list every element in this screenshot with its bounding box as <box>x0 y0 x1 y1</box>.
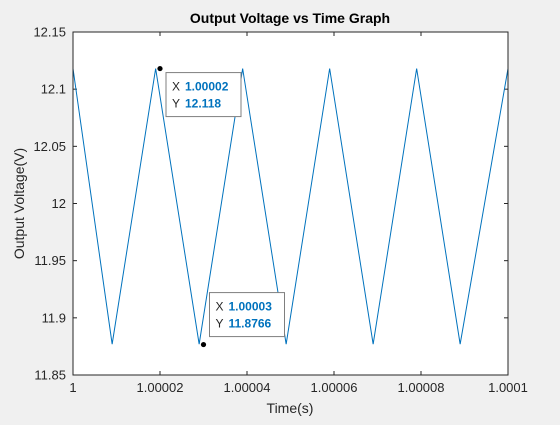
datatip-x-label: X <box>216 300 224 314</box>
datatip-box <box>209 292 285 338</box>
chart-title: Output Voltage vs Time Graph <box>190 10 390 26</box>
x-tick-label: 1.00002 <box>137 380 184 395</box>
datatip: X 1.00002 Y 12.118 <box>157 65 242 118</box>
datatip-y-value: 12.118 <box>185 97 221 111</box>
axis-ticks: 1 1.00002 1.00004 1.00006 1.00008 1.0001 11.85… <box>33 25 527 396</box>
data-series <box>72 68 509 345</box>
x-tick-label: 1.0001 <box>488 380 528 395</box>
datatip-y-label: Y <box>216 317 224 331</box>
x-axis-label: Time(s) <box>267 400 314 416</box>
datatip-x-value: 1.00002 <box>185 80 229 94</box>
datatip-x-label: X <box>172 80 180 94</box>
y-tick-label: 11.85 <box>34 368 66 383</box>
x-tick-label: 1 <box>69 380 76 395</box>
y-tick-label: 11.95 <box>34 253 66 268</box>
y-tick-label: 12.05 <box>33 139 66 154</box>
series-line <box>72 68 509 345</box>
datatip-x-value: 1.00003 <box>229 300 273 314</box>
datatip-marker <box>157 65 163 72</box>
datatip: X 1.00003 Y 11.8766 <box>200 292 285 348</box>
x-tick-label: 1.00008 <box>398 380 445 395</box>
datatip-y-label: Y <box>172 97 180 111</box>
x-tick-label: 1.00006 <box>311 380 358 395</box>
y-tick-label: 12.1 <box>41 82 66 97</box>
y-tick-label: 11.9 <box>42 310 66 325</box>
datatips: X 1.00002 Y 12.118 X 1.00003 Y 11.8766 <box>157 65 285 348</box>
datatip-marker <box>200 341 207 348</box>
y-tick-label: 12.15 <box>33 25 66 40</box>
y-axis-label: Output Voltage(V) <box>11 148 27 259</box>
datatip-box <box>165 72 242 118</box>
y-tick-label: 12 <box>52 196 66 211</box>
axes-box <box>72 31 509 376</box>
datatip-y-value: 11.8766 <box>229 317 272 331</box>
plot-area <box>73 32 508 375</box>
x-tick-label: 1.00004 <box>224 380 271 395</box>
